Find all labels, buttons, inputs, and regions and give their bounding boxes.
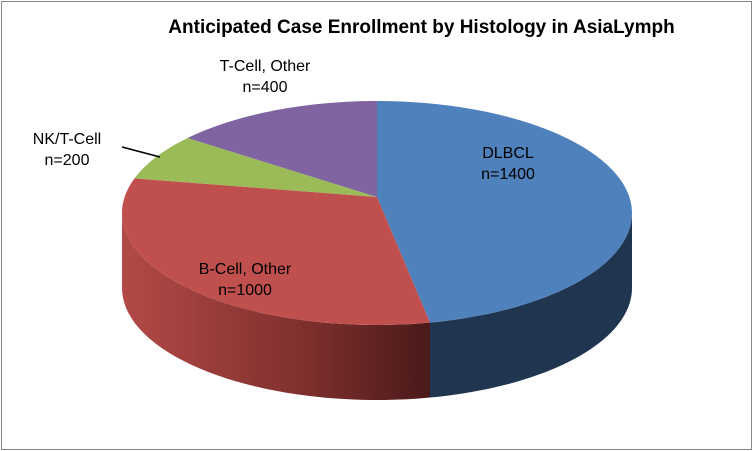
slice-label: NK/T-Cell [32,131,102,148]
slice-value: n=200 [44,152,90,169]
data-label-dlbcl: DLBCL n=1400 [468,143,548,185]
slice-value: n=1400 [481,166,535,183]
data-label-t-cell-other: T-Cell, Other n=400 [200,56,330,98]
chart-title: Anticipated Case Enrollment by Histology… [168,17,675,38]
slice-b-cell-other [122,178,431,325]
slice-label: B-Cell, Other [198,261,292,278]
slice-dlbcl [377,101,632,323]
slice-value: n=1000 [218,282,272,299]
slice-side-b-cell-other [122,213,431,400]
slice-label: T-Cell, Other [219,58,311,75]
slice-nk-t-cell [134,138,377,197]
data-label-b-cell-other: B-Cell, Other n=1000 [180,259,310,301]
leader-line-nk-t-cell [121,146,161,158]
slice-side-dlbcl [430,213,632,398]
data-label-nk-t-cell: NK/T-Cell n=200 [22,129,112,171]
slice-t-cell-other [187,101,377,197]
slice-label: DLBCL [482,145,534,162]
slice-value: n=400 [242,79,288,96]
